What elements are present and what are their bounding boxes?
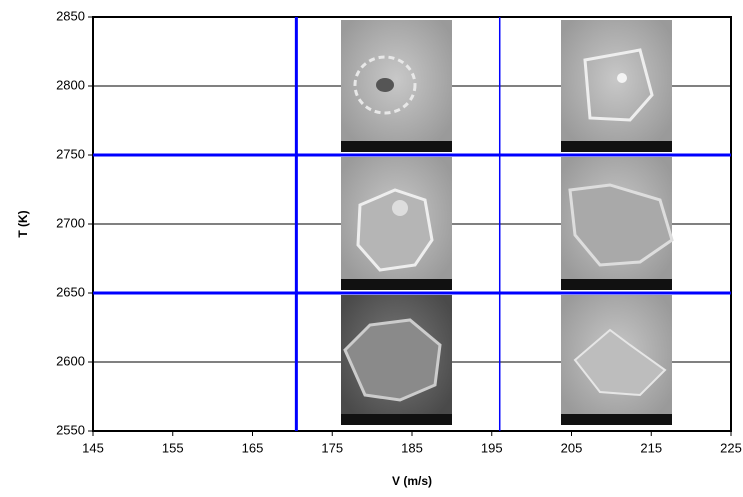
micrograph xyxy=(561,295,672,425)
x-tick-label: 175 xyxy=(321,440,343,455)
y-tick-label: 2850 xyxy=(56,8,85,23)
micrograph xyxy=(341,157,452,290)
x-tick-label: 145 xyxy=(82,440,104,455)
page: {"chart_data": {"type": "region-map", "x… xyxy=(0,0,743,497)
y-tick-label: 2800 xyxy=(56,77,85,92)
x-tick-label: 165 xyxy=(242,440,264,455)
y-axis-title: T (K) xyxy=(16,210,30,237)
y-tick-label: 2600 xyxy=(56,353,85,368)
x-tick-label: 225 xyxy=(720,440,742,455)
y-tick-label: 2550 xyxy=(56,422,85,437)
micrograph xyxy=(341,295,452,425)
micrograph xyxy=(561,20,672,152)
x-tick-label: 195 xyxy=(481,440,503,455)
micrograph xyxy=(561,157,672,290)
y-tick-label: 2750 xyxy=(56,146,85,161)
micrograph xyxy=(341,20,452,152)
micrographs xyxy=(341,20,672,425)
x-tick-label: 185 xyxy=(401,440,423,455)
x-axis-title: V (m/s) xyxy=(392,474,432,488)
y-tick-label: 2650 xyxy=(56,284,85,299)
y-tick-label: 2700 xyxy=(56,215,85,230)
x-tick-label: 215 xyxy=(640,440,662,455)
x-tick-label: 155 xyxy=(162,440,184,455)
chart: V (m/s) T (K) 2550 2600 2650 2700 2750 2800 28… xyxy=(0,0,743,497)
x-tick-label: 205 xyxy=(561,440,583,455)
